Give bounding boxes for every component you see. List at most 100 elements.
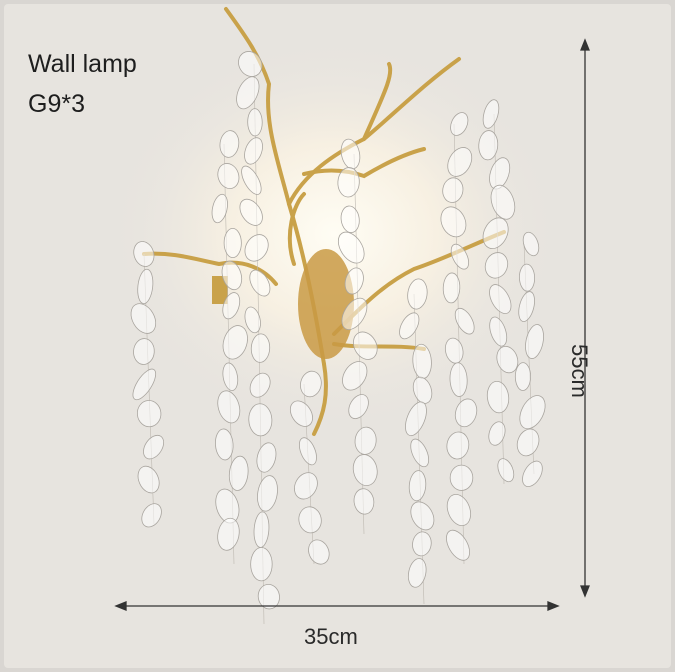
crystal-drop xyxy=(522,460,543,487)
crystal-drop xyxy=(516,428,540,457)
crystal-drop xyxy=(257,475,278,512)
crystal-drop xyxy=(337,167,360,198)
crystal-drop xyxy=(132,368,157,401)
crystal-drop xyxy=(222,292,241,320)
crystal-drop xyxy=(518,291,535,322)
crystal-drop xyxy=(407,558,427,588)
crystal-drop xyxy=(136,400,162,428)
arrow-up-icon xyxy=(580,38,590,51)
crystal-drop xyxy=(496,346,519,374)
crystal-drop xyxy=(341,297,368,330)
product-title: Wall lamp xyxy=(28,50,137,78)
crystal-drop xyxy=(412,376,433,404)
crystal-drop xyxy=(244,306,261,334)
crystal-drop xyxy=(447,147,473,177)
crystal-drop xyxy=(248,403,273,437)
crystal-drop xyxy=(497,458,515,483)
crystal-drop xyxy=(412,531,432,557)
crystal-drop xyxy=(298,506,322,534)
crystal-drop xyxy=(342,361,368,391)
crystal-drop xyxy=(489,284,512,314)
crystal-drop xyxy=(217,163,240,189)
crystal-drop xyxy=(300,370,322,398)
width-label: 35cm xyxy=(304,624,358,649)
crystal-drop xyxy=(486,380,510,414)
crystal-drop xyxy=(450,112,469,136)
crystal-drop xyxy=(353,488,375,515)
crystal-drop xyxy=(244,137,263,165)
crystal-drop xyxy=(478,130,499,161)
crystal-drop xyxy=(141,503,162,528)
crystal-drop xyxy=(446,493,472,526)
arrow-right-icon xyxy=(547,601,560,611)
bulb-spec: G9*3 xyxy=(28,90,85,118)
crystal-drop xyxy=(239,198,263,226)
crystal-drop xyxy=(440,206,467,238)
crystal-drop xyxy=(215,428,234,461)
crystal-drop xyxy=(256,442,277,473)
crystal-drop xyxy=(410,501,435,531)
crystal-drop xyxy=(250,547,273,582)
crystal-drop xyxy=(217,517,240,551)
crystal-drop xyxy=(247,108,263,137)
crystal-drop xyxy=(522,231,540,257)
crystal-drop xyxy=(482,217,509,249)
wall-lamp-illustration xyxy=(104,7,564,625)
bulb-holder xyxy=(212,276,228,304)
crystal-drop xyxy=(294,472,318,500)
crystal-drop xyxy=(490,184,516,220)
crystal-drop xyxy=(405,401,427,437)
crystal-drop xyxy=(238,51,263,77)
crystal-drop xyxy=(308,539,330,565)
crystal-drop xyxy=(519,395,546,430)
crystal-drop xyxy=(352,331,378,360)
crystal-drop xyxy=(454,398,478,428)
crystal-drop xyxy=(221,260,243,291)
crystal-drop xyxy=(446,431,470,460)
crystal-drop xyxy=(482,99,500,129)
crystal-drop xyxy=(244,234,269,262)
crystal-drop xyxy=(446,529,470,561)
crystal-drop xyxy=(442,177,464,203)
crystal-drop xyxy=(408,470,427,502)
height-label: 55cm xyxy=(567,344,592,398)
crystal-drop xyxy=(219,130,240,158)
wall-plate xyxy=(298,249,354,359)
crystal-drop xyxy=(137,268,154,305)
crystal-drop xyxy=(249,372,271,398)
crystal-drops xyxy=(130,51,546,625)
crystal-drop xyxy=(236,76,260,110)
crystal-drop xyxy=(223,227,242,259)
crystal-drop xyxy=(514,362,532,391)
crystal-drop xyxy=(241,165,262,195)
crystal-drop xyxy=(143,434,165,460)
crystal-drop xyxy=(249,269,271,297)
crystal-drop xyxy=(250,333,271,363)
crystal-drop xyxy=(484,252,509,279)
crystal-drop xyxy=(337,231,365,264)
crystal-drop xyxy=(228,455,249,491)
lamp-glow xyxy=(104,34,564,434)
crystal-drop xyxy=(222,325,248,360)
crystal-drop xyxy=(137,465,160,494)
crystal-drop xyxy=(344,267,364,295)
crystal-drop xyxy=(211,193,228,224)
crystal-drop xyxy=(399,312,420,340)
crystal-drop xyxy=(222,362,239,391)
dimension-arrows xyxy=(114,38,590,611)
crystal-drop xyxy=(525,324,544,359)
crystal-drop xyxy=(133,338,155,365)
crystal-drop xyxy=(217,390,241,424)
crystal-drop xyxy=(519,263,536,292)
crystal-drop xyxy=(489,316,508,347)
crystal-drop xyxy=(352,454,378,487)
crystal-drop xyxy=(488,421,506,446)
crystal-drop xyxy=(348,394,369,420)
crystal-drop xyxy=(298,437,317,466)
crystal-drop xyxy=(410,438,430,468)
crystal-drop xyxy=(289,400,313,427)
crystal-drop xyxy=(450,243,470,270)
crystal-drop xyxy=(449,464,474,491)
arrow-down-icon xyxy=(580,585,590,598)
arrow-left-icon xyxy=(114,601,127,611)
